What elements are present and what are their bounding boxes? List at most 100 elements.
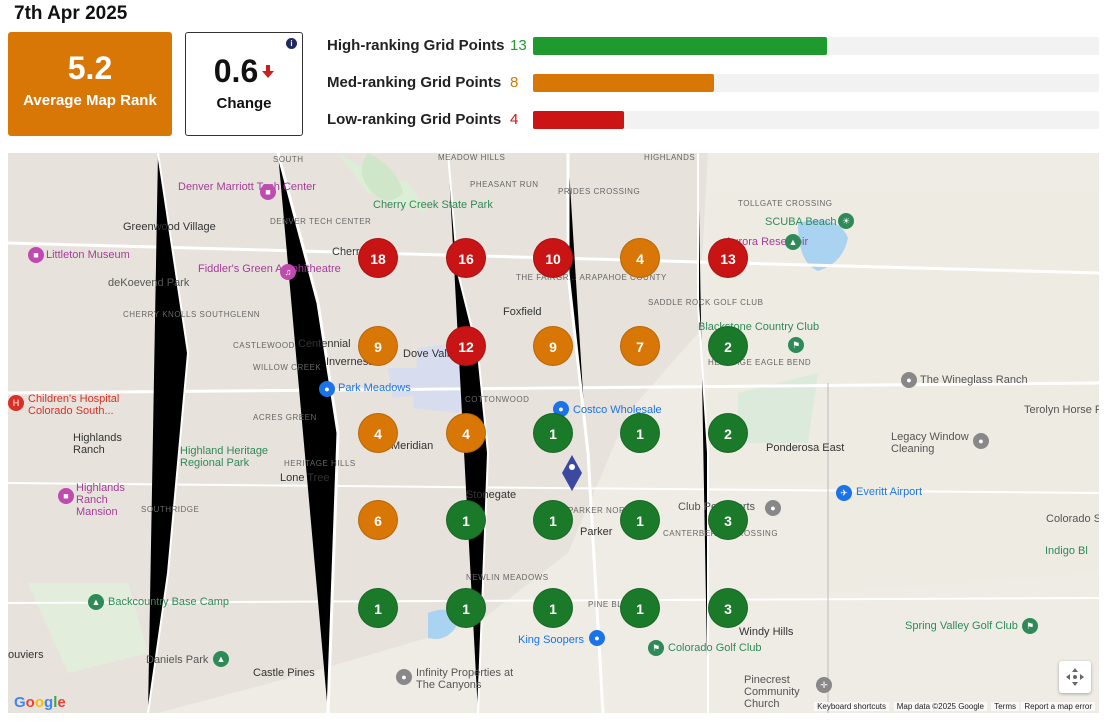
rank-point[interactable]: 2	[708, 326, 748, 366]
location-marker-icon[interactable]	[562, 455, 582, 491]
map-label-cherry: Cherr	[332, 246, 360, 258]
average-rank-value: 5.2	[67, 50, 113, 86]
rank-point[interactable]: 10	[533, 238, 573, 278]
rank-point[interactable]: 9	[533, 326, 573, 366]
beach-pin-icon[interactable]: ☀	[838, 213, 854, 229]
high-ranking-label: High-ranking Grid Points	[327, 37, 505, 54]
place-pin-icon[interactable]: ●	[901, 372, 917, 388]
report-error-link[interactable]: Report a map error	[1021, 702, 1095, 711]
rank-point[interactable]: 9	[358, 326, 398, 366]
map-label-pine-bluffs: PINE BL	[588, 600, 623, 609]
rank-point[interactable]: 1	[358, 588, 398, 628]
rank-point[interactable]: 1	[620, 413, 660, 453]
map-label-cherry-creek[interactable]: Cherry Creek State Park	[373, 199, 493, 211]
progress-fill	[533, 111, 624, 129]
colorado-golf-pin-icon[interactable]: ⚑	[648, 640, 664, 656]
rank-point[interactable]: 1	[533, 500, 573, 540]
low-ranking-count: 4	[510, 111, 519, 128]
map-label-heritage-hills: HERITAGE HILLS	[284, 459, 356, 468]
map-label-inverness: Inverness	[326, 356, 374, 368]
rank-point[interactable]: 1	[446, 500, 486, 540]
map-label-king-soopers[interactable]: King Soopers	[518, 634, 585, 646]
terms-link[interactable]: Terms	[991, 702, 1019, 711]
rank-point[interactable]: 1	[620, 500, 660, 540]
rank-point[interactable]: 16	[446, 238, 486, 278]
map-label-stonegate: Stonegate	[466, 489, 517, 501]
report-date: 7th Apr 2025	[14, 3, 128, 24]
map-label-spring-valley[interactable]: Spring Valley Golf Club	[905, 620, 1018, 632]
grocery-pin-icon[interactable]: ●	[589, 630, 605, 646]
map-label-infinity[interactable]: Infinity Properties at The Canyons	[416, 667, 514, 691]
pet-pin-icon[interactable]: ●	[765, 500, 781, 516]
rank-point[interactable]: 18	[358, 238, 398, 278]
map-label-newlin: NEWLIN MEADOWS	[466, 573, 549, 582]
rank-point[interactable]: 1	[446, 588, 486, 628]
high-ranking-count: 13	[510, 37, 527, 54]
daniels-park-pin-icon[interactable]: ▲	[213, 651, 229, 667]
map-label-pheasant-run: PHEASANT RUN	[470, 180, 539, 189]
map-label-scuba-beach[interactable]: SCUBA Beach	[765, 216, 837, 228]
map-label-prides-crossing: PRIDES CROSSING	[558, 187, 641, 196]
rank-point[interactable]: 4	[446, 413, 486, 453]
map-label-greenwood: Greenwood Village	[123, 221, 216, 233]
rank-point[interactable]: 1	[533, 588, 573, 628]
map-label-louviers: ouviers	[8, 649, 44, 661]
park-pin-icon[interactable]: ▲	[785, 234, 801, 250]
museum-pin-icon[interactable]: ■	[28, 247, 44, 263]
change-card: i 0.6 Change	[185, 32, 303, 136]
rank-point[interactable]: 6	[358, 500, 398, 540]
infinity-pin-icon[interactable]: ●	[396, 669, 412, 685]
map-label-cherry-knolls: CHERRY KNOLLS SOUTHGLENN	[123, 310, 261, 319]
golf-pin-icon[interactable]: ⚑	[788, 337, 804, 353]
airport-pin-icon[interactable]: ✈	[836, 485, 852, 501]
fullscreen-button[interactable]	[1059, 661, 1091, 693]
map-label-dekoevend: deKoevend Park	[108, 277, 190, 289]
shopping-pin-icon[interactable]: ●	[319, 381, 335, 397]
hotel-pin-icon[interactable]: ■	[260, 184, 276, 200]
map-label-foxfield: Foxfield	[503, 306, 542, 318]
map-label-meridian: Meridian	[391, 440, 434, 452]
map-label-highlands-mansion[interactable]: Highlands Ranch Mansion	[76, 482, 125, 518]
business-pin-icon[interactable]: ●	[973, 433, 989, 449]
rank-point[interactable]: 1	[533, 413, 573, 453]
progress-fill	[533, 74, 715, 92]
map-label-saddle-rock: SADDLE ROCK GOLF CLUB	[648, 298, 764, 307]
map-label-wineglass[interactable]: The Wineglass Ranch	[920, 374, 1028, 386]
map-label-park-meadows[interactable]: Park Meadows	[338, 382, 411, 394]
map-label-backcountry[interactable]: Backcountry Base Camp	[108, 596, 230, 608]
rank-point[interactable]: 4	[358, 413, 398, 453]
spring-golf-pin-icon[interactable]: ⚑	[1022, 618, 1038, 634]
rank-point[interactable]: 12	[446, 326, 486, 366]
rank-point[interactable]: 7	[620, 326, 660, 366]
map-label-highlands-ranch: Highlands Ranch	[73, 432, 122, 456]
map-data-attribution: Map data ©2025 Google	[893, 702, 987, 711]
church-pin-icon[interactable]: ✛	[816, 677, 832, 693]
rank-point[interactable]: 3	[708, 500, 748, 540]
map-label-daniels-park[interactable]: Daniels Park	[146, 654, 209, 666]
map-label-childrens-hospital[interactable]: Children's Hospital Colorado South...	[28, 393, 120, 417]
map-label-highland-heritage[interactable]: Highland Heritage Regional Park	[180, 445, 269, 469]
map-label-pinecrest[interactable]: Pinecrest Community Church	[744, 674, 800, 710]
info-icon[interactable]: i	[286, 38, 297, 49]
rank-grid-map[interactable]: MEADOW HILLS HIGHLANDS SOUTH Denver Marr…	[8, 153, 1099, 713]
hospital-pin-icon[interactable]: H	[8, 395, 24, 411]
rank-point[interactable]: 4	[620, 238, 660, 278]
map-label-legacy-window[interactable]: Legacy Window Cleaning	[891, 431, 969, 455]
theatre-pin-icon[interactable]: ♫	[280, 264, 296, 280]
low-ranking-row: Low-ranking Grid Points 4	[327, 110, 1099, 130]
rank-point[interactable]: 1	[620, 588, 660, 628]
camp-pin-icon[interactable]: ▲	[88, 594, 104, 610]
map-label-centennial: Centennial	[298, 338, 351, 350]
rank-point[interactable]: 2	[708, 413, 748, 453]
map-label-terolyn[interactable]: Terolyn Horse R	[1024, 404, 1099, 416]
map-label-denver-marriott[interactable]: Denver Marriott Tech Center	[178, 181, 316, 193]
map-label-south: SOUTH	[273, 155, 304, 164]
mansion-pin-icon[interactable]: ■	[58, 488, 74, 504]
rank-point[interactable]: 13	[708, 238, 748, 278]
map-label-fiddlers-green[interactable]: Fiddler's Green Amphitheatre	[198, 263, 341, 275]
map-label-colorado-golf[interactable]: Colorado Golf Club	[668, 642, 762, 654]
map-label-littleton-museum[interactable]: Littleton Museum	[46, 249, 130, 261]
keyboard-shortcuts-link[interactable]: Keyboard shortcuts	[814, 702, 889, 711]
rank-point[interactable]: 3	[708, 588, 748, 628]
map-label-everitt[interactable]: Everitt Airport	[856, 486, 923, 498]
